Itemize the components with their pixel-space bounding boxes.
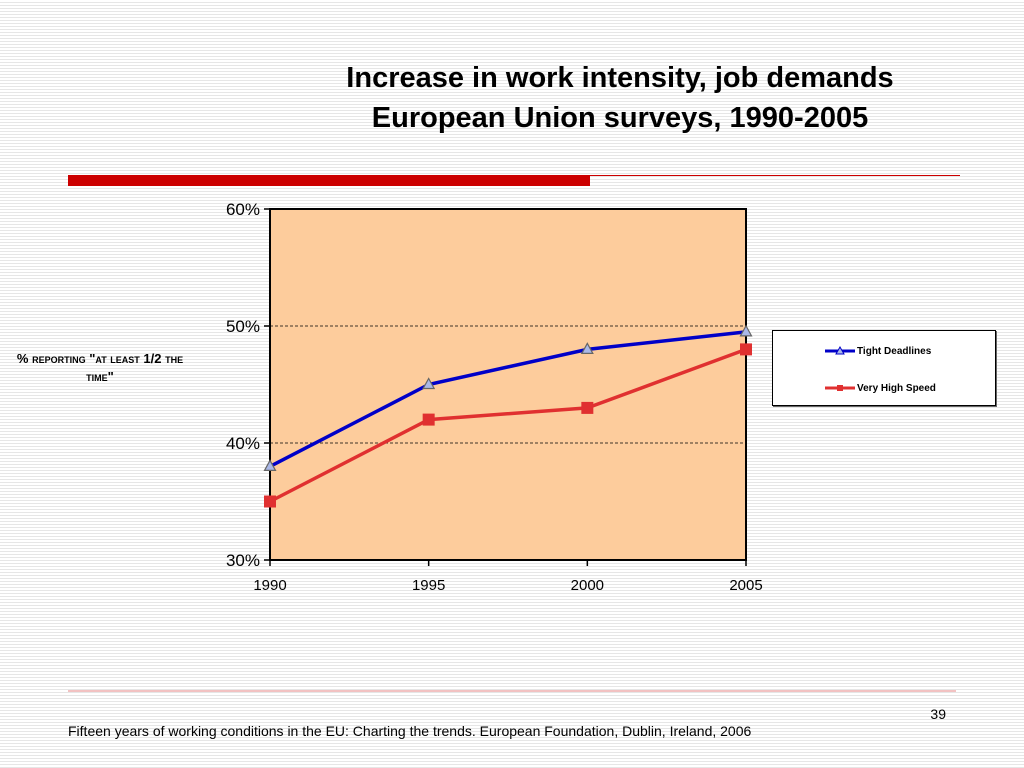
legend-item-very-high-speed: Very High Speed — [825, 381, 936, 395]
y-tick-label: 60% — [226, 200, 260, 219]
data-point-triangle — [580, 342, 594, 354]
accent-bar-thick — [68, 175, 590, 186]
legend-label: Very High Speed — [857, 382, 936, 394]
legend-label: Tight Deadlines — [857, 345, 932, 357]
slide-title: Increase in work intensity, job demands … — [200, 58, 1024, 138]
legend-item-tight-deadlines: Tight Deadlines — [825, 344, 931, 358]
y-tick-label: 50% — [226, 317, 260, 336]
y-axis-label: % reporting "at least 1/2 the time" — [16, 351, 184, 384]
x-tick-label: 1990 — [253, 577, 286, 594]
footer-citation: Fifteen years of working conditions in t… — [68, 723, 752, 739]
series-line-tight-deadlines — [269, 330, 747, 468]
legend-line-square-icon — [825, 385, 855, 391]
legend-line-triangle-icon — [825, 346, 855, 355]
x-tick-label: 2000 — [571, 577, 604, 594]
x-tick-label: 2005 — [729, 577, 762, 594]
page-number: 39 — [930, 706, 946, 722]
footer-divider — [68, 690, 956, 692]
y-tick-label: 30% — [226, 551, 260, 570]
data-point-square — [422, 413, 435, 426]
data-point-square — [264, 495, 276, 508]
data-point-triangle — [263, 459, 277, 471]
title-line-1: Increase in work intensity, job demands — [346, 62, 894, 94]
data-point-triangle — [422, 377, 436, 390]
data-point-triangle — [739, 324, 753, 337]
data-point-square — [740, 343, 752, 356]
chart-legend: Tight Deadlines Very High Speed — [772, 330, 996, 406]
plot-area — [269, 208, 747, 561]
accent-bar-thin — [590, 175, 960, 176]
data-point-square — [581, 401, 594, 414]
title-line-2: European Union surveys, 1990-2005 — [371, 102, 869, 134]
series-line-very-high-speed — [269, 347, 747, 504]
x-tick-label: 1995 — [412, 577, 445, 594]
y-tick-label: 40% — [226, 434, 260, 453]
